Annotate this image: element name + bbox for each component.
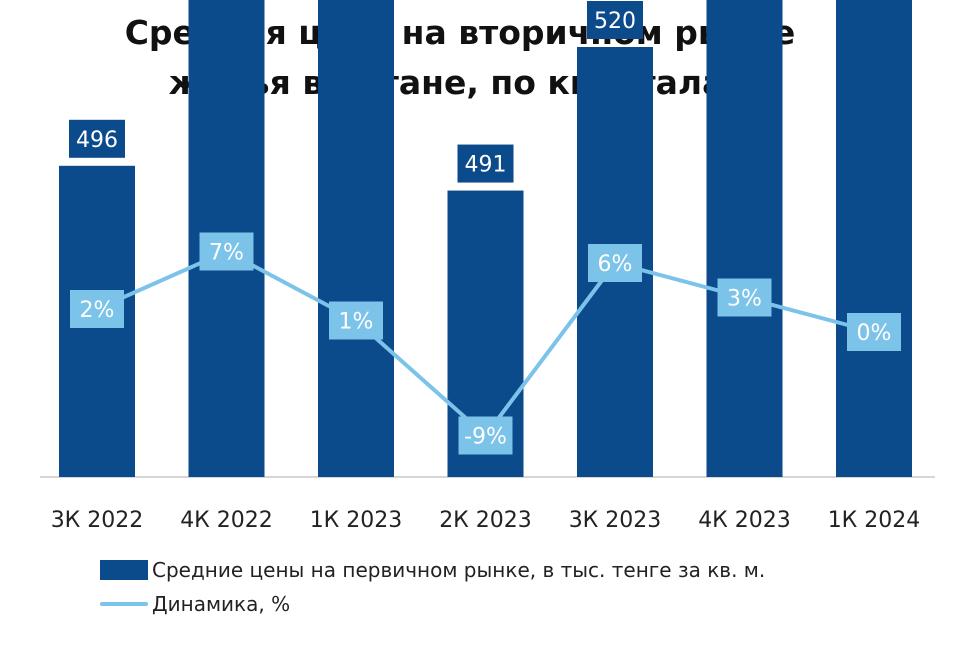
x-tick-label: 1К 2024 — [828, 508, 921, 533]
x-tick-label: 4К 2022 — [180, 508, 273, 533]
legend-label-line: Динамика, % — [152, 592, 291, 616]
bar-value-label: 496 — [76, 128, 118, 153]
bar-value-label-box — [69, 119, 125, 158]
bar — [318, 0, 394, 477]
line-point-label: 0% — [857, 321, 892, 346]
bar — [706, 0, 783, 478]
bar — [836, 0, 912, 477]
line-point-label: -9% — [464, 425, 507, 450]
x-tick-label: 3К 2022 — [51, 508, 144, 533]
line-point-label: 3% — [727, 287, 762, 312]
line-point-label-box — [70, 290, 124, 328]
line-point-label-box — [329, 301, 383, 340]
x-tick-label: 4К 2023 — [698, 508, 791, 533]
line-point-label-box — [717, 278, 772, 317]
legend-item-line: Динамика, % — [100, 592, 290, 616]
line-point-label: 7% — [209, 241, 244, 266]
line-point-label-box — [458, 416, 513, 455]
line-point-label-box — [199, 232, 254, 271]
chart-title-line-2: жилья в Астане, по кварталам — [168, 63, 752, 102]
legend-label-bars: Средние цены на первичном рынке, в тыс. … — [152, 558, 766, 582]
x-tick-label: 2К 2023 — [439, 508, 532, 533]
line-point-label: 6% — [598, 252, 633, 277]
line-point-label: 1% — [339, 310, 374, 335]
legend-swatch-line — [100, 602, 148, 606]
bar-value-label-box — [457, 144, 514, 183]
bar-value-label-box — [587, 1, 643, 39]
bar-value-label: 491 — [465, 153, 507, 178]
bar-value-label: 520 — [594, 9, 636, 34]
x-tick-label: 3К 2023 — [569, 508, 662, 533]
legend-item-bars: Средние цены на первичном рынке, в тыс. … — [100, 558, 765, 582]
line-point-label-box — [588, 244, 642, 282]
line-point-label-box — [847, 313, 901, 351]
legend-swatch-bar — [100, 560, 148, 580]
x-tick-label: 1К 2023 — [310, 508, 403, 533]
line-point-label: 2% — [80, 298, 115, 323]
